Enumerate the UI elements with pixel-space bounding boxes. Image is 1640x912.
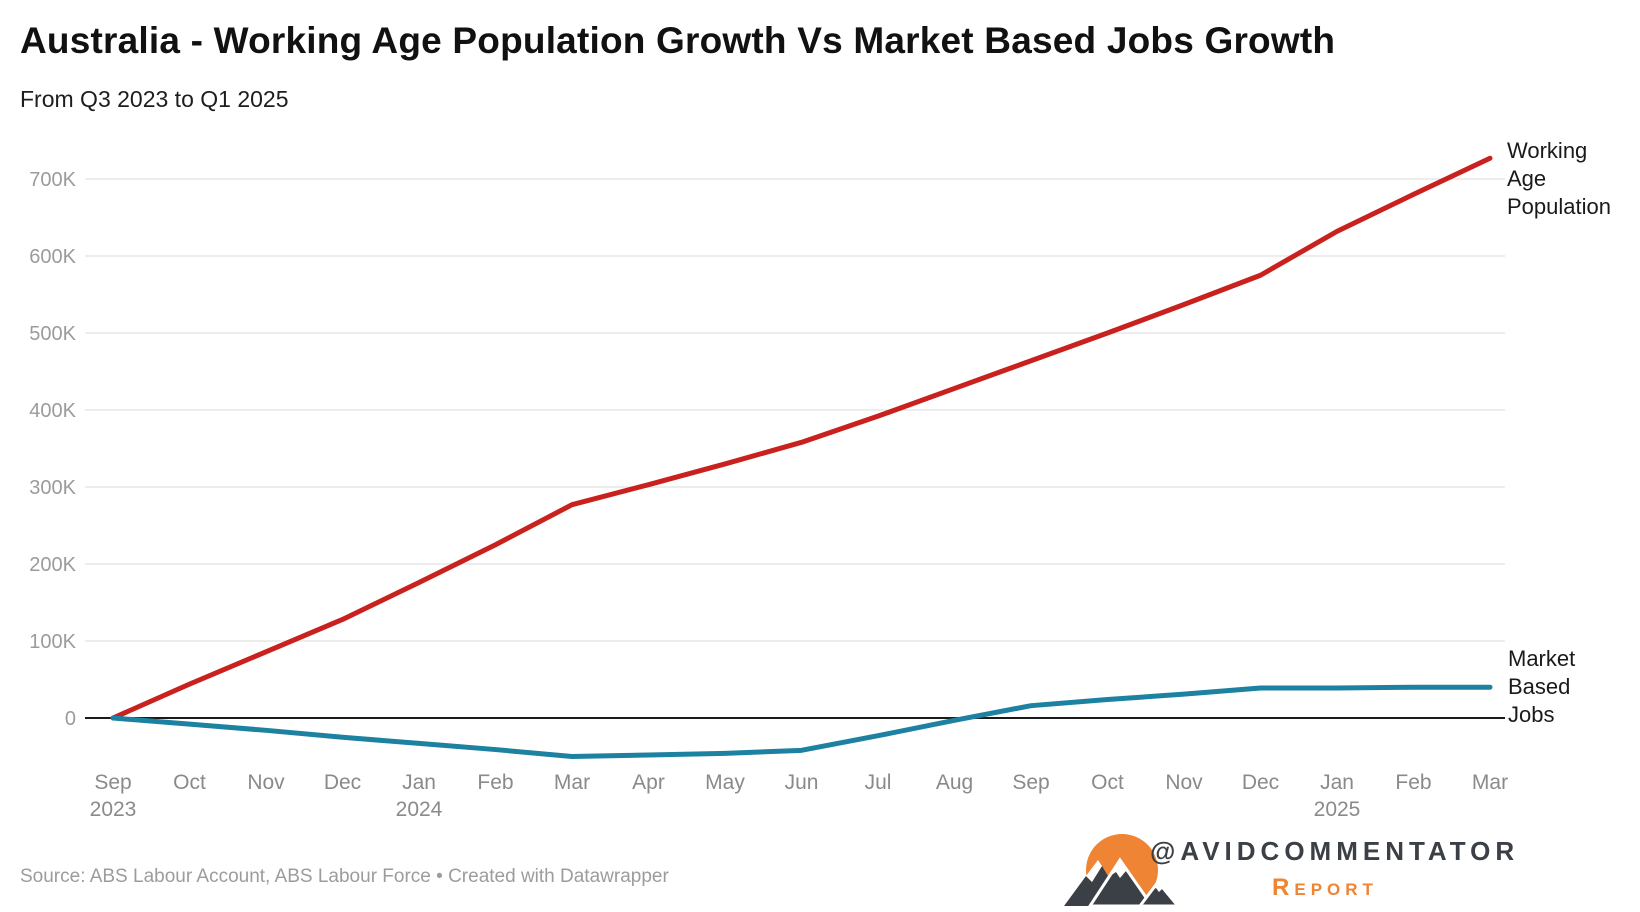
branding-block: @AVIDCOMMENTATOR Report [1150,836,1520,902]
x-tick-label: Jan [1320,771,1354,794]
x-tick-label: Dec [324,771,361,794]
x-tick-label: Oct [1091,771,1124,794]
y-tick-label: 600K [29,246,76,268]
x-tick-label: Sep [94,771,131,794]
y-tick-label: 200K [29,554,76,576]
x-tick-label: Jun [785,771,819,794]
y-tick-label: 300K [29,477,76,499]
x-tick-label: Nov [247,771,285,794]
x-tick-label: Feb [477,771,513,794]
y-tick-label: 400K [29,400,76,422]
y-tick-label: 100K [29,631,76,653]
source-attribution: Source: ABS Labour Account, ABS Labour F… [20,866,669,887]
series-line-working-age-population [110,155,1493,721]
page-title: Australia - Working Age Population Growt… [20,20,1336,61]
x-tick-label: Sep [1012,771,1049,794]
x-tick-label: Mar [1472,771,1508,794]
x-year-label: 2025 [1314,798,1361,821]
branding-handle: @AVIDCOMMENTATOR [1150,836,1520,866]
sun-mountains-icon [1064,834,1180,906]
x-tick-label: Oct [173,771,206,794]
branding-report-label: Report [1272,874,1378,901]
series-label-market-based-jobs: Market Based Jobs [1508,646,1576,727]
x-tick-label: Jul [865,771,892,794]
x-tick-label: Aug [936,771,973,794]
y-tick-label: 0 [65,708,76,730]
x-tick-label: Apr [632,771,665,794]
series-line-market-based-jobs [110,684,1493,759]
x-year-label: 2024 [396,798,443,821]
x-tick-label: Dec [1242,771,1279,794]
y-tick-label: 500K [29,323,76,345]
line-chart: 0 100K 200K 300K 400K 500K 600K 700K Sep Oct Nov De… [29,155,1508,821]
x-tick-label: Mar [554,771,590,794]
x-year-label: 2023 [90,798,137,821]
y-tick-label: 700K [29,169,76,191]
x-tick-label: Nov [1165,771,1203,794]
chart-subtitle: From Q3 2023 to Q1 2025 [20,86,289,112]
x-tick-label: Jan [402,771,436,794]
x-tick-label: Feb [1395,771,1431,794]
x-tick-label: May [705,771,745,794]
series-label-working-age-population: Working Age Population [1507,138,1611,219]
